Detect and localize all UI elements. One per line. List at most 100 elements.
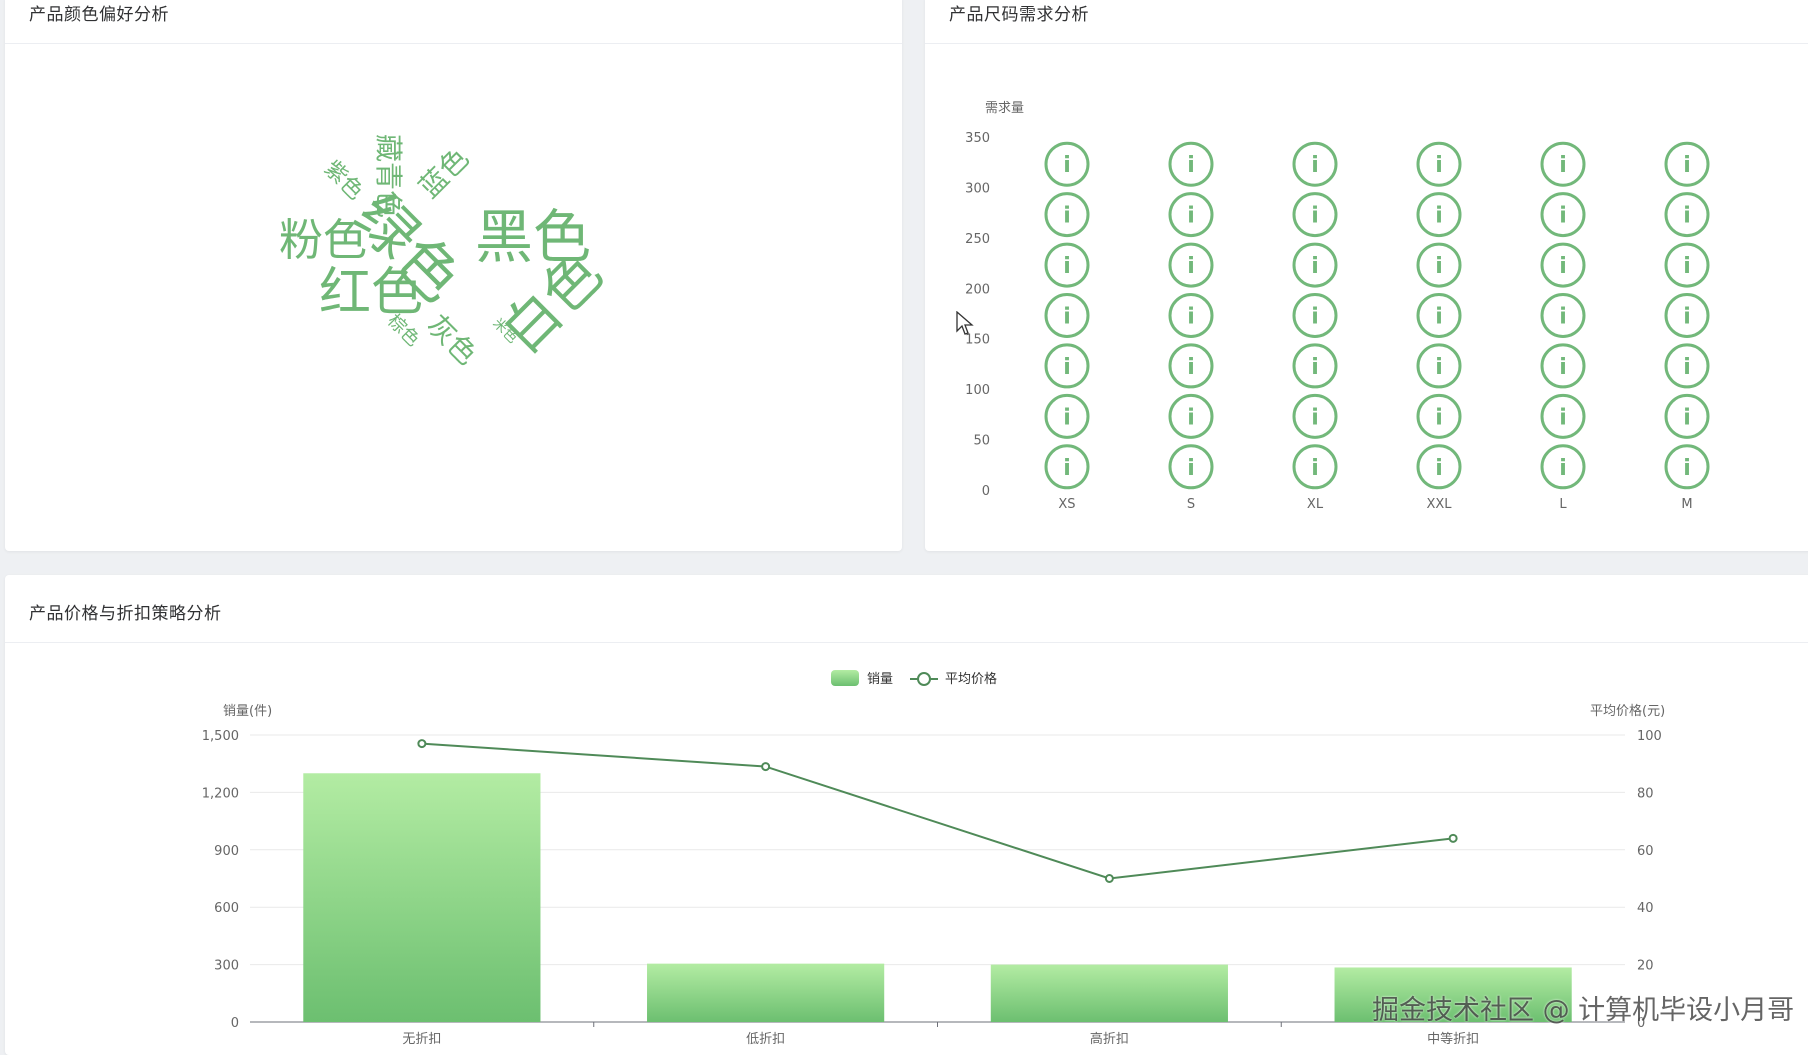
wordcloud-word: 黑色 <box>475 203 591 271</box>
info-circle-ring <box>1168 393 1214 439</box>
info-circle-ring <box>1416 293 1462 338</box>
sales-bar <box>1334 967 1572 1022</box>
info-circle-ring <box>1292 444 1338 490</box>
info-circle-icon: i <box>1168 192 1214 238</box>
y-left-tick-label: 300 <box>214 959 239 974</box>
size-y-tick-label: 0 <box>982 484 990 499</box>
info-circle-icon: i <box>1664 242 1710 288</box>
color-panel-divider <box>5 43 902 44</box>
info-circle-ring <box>1664 343 1710 389</box>
info-circle-icon: i <box>1540 192 1586 238</box>
size-x-tick-label: XS <box>1058 497 1075 512</box>
info-circle-glyph: i <box>1683 254 1691 279</box>
size-demand-chart: 需求量050100150200250300350iiiiiiiXSiiiiiii… <box>965 101 1710 512</box>
price-panel-divider <box>5 642 1808 643</box>
info-circle-icon: i <box>1540 141 1586 187</box>
info-circle-ring <box>1540 343 1586 389</box>
info-circle-icon: i <box>1416 293 1462 338</box>
info-circle-ring <box>1168 293 1214 338</box>
color-preference-panel: 产品颜色偏好分析 绿色 黑色 白色 红色 粉色 藏青色 蓝色 紫色 灰色 棕色 米色 <box>5 0 902 551</box>
wordcloud-word: 灰色 <box>421 308 484 371</box>
info-circle-glyph: i <box>1559 405 1567 430</box>
size-y-tick-label: 100 <box>965 383 990 398</box>
info-circle-icon: i <box>1292 141 1338 187</box>
avg-price-point <box>1448 833 1458 843</box>
info-circle-glyph: i <box>1187 153 1195 178</box>
info-circle-ring <box>1416 242 1462 288</box>
info-circle-glyph: i <box>1559 254 1567 279</box>
x-tick-label: 高折扣 <box>1090 1031 1129 1047</box>
color-panel-title: 产品颜色偏好分析 <box>29 5 169 25</box>
info-circle-ring <box>1044 293 1090 338</box>
info-circle-glyph: i <box>1683 153 1691 178</box>
y-axis-right-label: 平均价格(元) <box>1590 703 1665 719</box>
info-circle-icon: i <box>1292 242 1338 288</box>
info-circle-glyph: i <box>1683 405 1691 430</box>
info-circle-icon: i <box>1540 393 1586 439</box>
info-circle-ring <box>1664 293 1710 338</box>
size-x-tick-label: L <box>1559 497 1567 512</box>
y-left-tick-label: 600 <box>214 901 239 916</box>
y-right-tick-label: 40 <box>1637 901 1654 916</box>
x-tick-label: 无折扣 <box>402 1032 441 1047</box>
info-circle-icon: i <box>1664 141 1710 187</box>
info-circle-ring <box>1416 343 1462 389</box>
info-circle-glyph: i <box>1683 456 1691 481</box>
info-circle-glyph: i <box>1187 405 1195 430</box>
info-circle-icon: i <box>1044 393 1090 439</box>
size-y-axis-label: 需求量 <box>985 101 1024 116</box>
info-circle-icon: i <box>1664 343 1710 389</box>
info-circle-icon: i <box>1292 293 1338 338</box>
info-circle-glyph: i <box>1311 355 1319 380</box>
info-circle-icon: i <box>1168 444 1214 490</box>
y-right-tick-label: 100 <box>1637 729 1662 744</box>
info-circle-icon: i <box>1664 293 1710 338</box>
y-left-tick-label: 0 <box>231 1016 239 1031</box>
info-circle-ring <box>1044 343 1090 389</box>
info-circle-glyph: i <box>1559 153 1567 178</box>
info-circle-ring <box>1168 141 1214 187</box>
info-circle-ring <box>1292 141 1338 187</box>
info-circle-icon: i <box>1664 192 1710 238</box>
info-circle-glyph: i <box>1435 405 1443 430</box>
info-circle-ring <box>1416 192 1462 238</box>
avg-price-point <box>1104 874 1114 883</box>
info-circle-glyph: i <box>1063 355 1071 380</box>
info-circle-ring <box>1540 393 1586 439</box>
info-circle-glyph: i <box>1311 153 1319 178</box>
size-panel-title: 产品尺码需求分析 <box>949 5 1089 25</box>
info-circle-glyph: i <box>1435 254 1443 279</box>
info-circle-glyph: i <box>1187 456 1195 481</box>
info-circle-icon: i <box>1540 242 1586 288</box>
sales-bar <box>303 773 541 1022</box>
y-right-tick-label: 60 <box>1637 844 1654 859</box>
info-circle-ring <box>1664 393 1710 439</box>
info-circle-glyph: i <box>1063 153 1071 178</box>
info-circle-ring <box>1044 141 1090 187</box>
info-circle-icon: i <box>1292 192 1338 238</box>
info-circle-glyph: i <box>1559 305 1567 330</box>
info-circle-ring <box>1168 192 1214 238</box>
info-circle-ring <box>1168 343 1214 389</box>
price-discount-panel: 产品价格与折扣策略分析 销量 平均价格 销量(件) 平均价格(元) 0 300 600 900… <box>5 575 1808 1055</box>
size-y-tick-label: 350 <box>965 131 990 146</box>
sales-bar <box>647 963 885 1022</box>
info-circle-glyph: i <box>1559 204 1567 229</box>
info-circle-ring <box>1664 242 1710 288</box>
info-circle-icon: i <box>1168 242 1214 288</box>
size-y-tick-label: 50 <box>973 434 990 449</box>
info-circle-glyph: i <box>1311 254 1319 279</box>
info-circle-ring <box>1540 293 1586 338</box>
info-circle-glyph: i <box>1063 204 1071 229</box>
info-circle-glyph: i <box>1311 305 1319 330</box>
y-left-tick-label: 1,200 <box>202 786 239 801</box>
info-circle-icon: i <box>1416 141 1462 187</box>
legend-line-marker <box>917 672 931 686</box>
info-circle-glyph: i <box>1435 204 1443 229</box>
info-circle-icon: i <box>1168 393 1214 439</box>
info-circle-icon: i <box>1664 393 1710 439</box>
